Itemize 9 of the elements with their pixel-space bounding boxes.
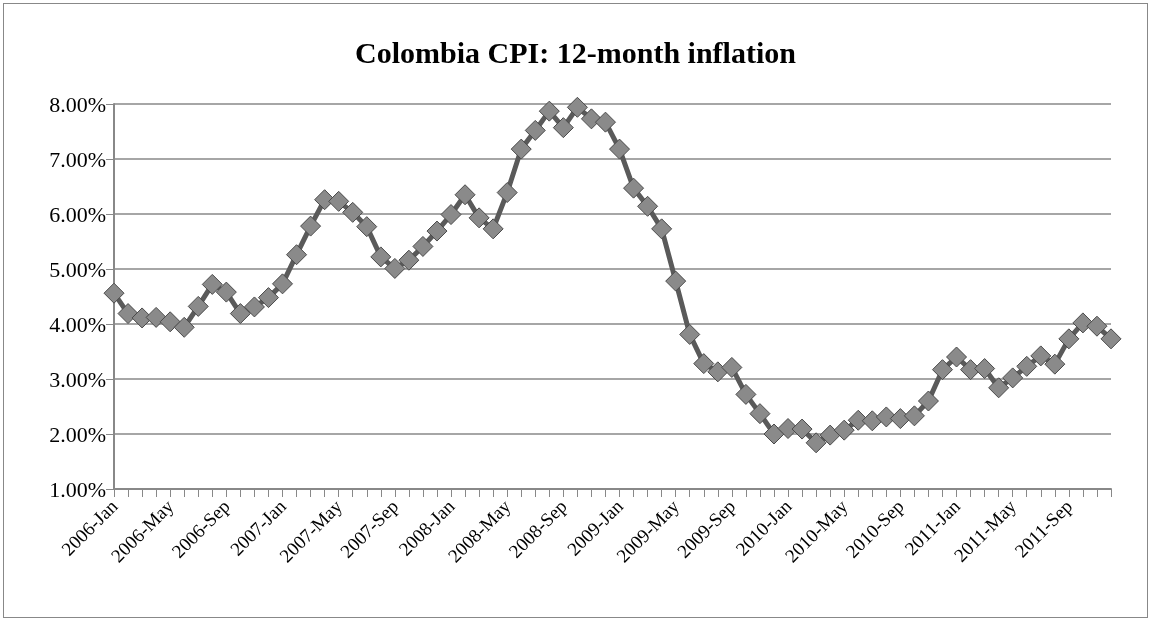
- y-tick-label: 8.00%: [49, 91, 106, 117]
- y-tick-label: 1.00%: [49, 476, 106, 502]
- chart-title: Colombia CPI: 12-month inflation: [355, 35, 797, 69]
- y-tick-label: 6.00%: [49, 201, 106, 227]
- y-tick-label: 5.00%: [49, 256, 106, 282]
- y-tick-label: 7.00%: [49, 146, 106, 172]
- y-tick-label: 3.00%: [49, 366, 106, 392]
- y-tick-label: 2.00%: [49, 421, 106, 447]
- y-tick-label: 4.00%: [49, 311, 106, 337]
